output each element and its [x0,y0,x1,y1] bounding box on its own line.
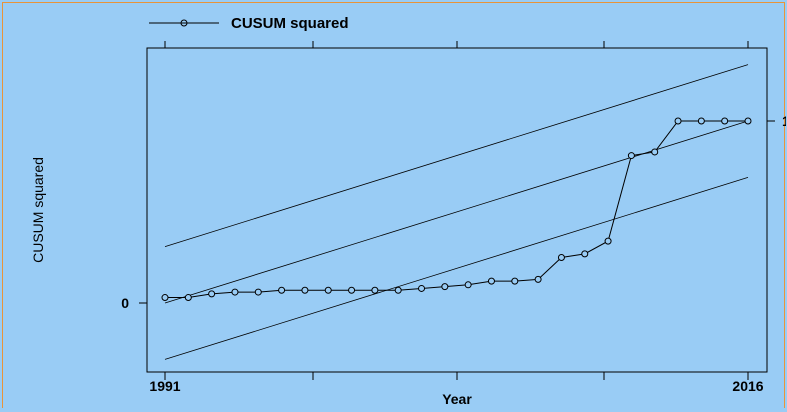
data-point [674,117,682,125]
data-point [254,288,262,296]
y-tick-label: 0 [121,295,129,311]
data-point [231,288,239,296]
series-cusum-squared [161,117,752,302]
data-point [208,290,216,298]
bound-line-lower [164,177,749,360]
data-point [721,117,729,125]
data-point [184,294,192,302]
data-point [744,117,752,125]
data-point [651,148,659,156]
data-point [394,286,402,294]
plot-area [146,47,768,373]
data-point [278,286,286,294]
data-point [604,237,612,245]
legend-marker [180,19,188,27]
data-point [627,152,635,160]
data-point [418,284,426,292]
data-point [487,277,495,285]
data-point [441,283,449,291]
series-line [165,120,748,299]
data-point [348,286,356,294]
y-axis-label: CUSUM squared [30,157,46,263]
x-axis-label: Year [442,391,472,407]
data-point [697,117,705,125]
bound-line-upper [164,64,749,247]
data-point [557,254,565,261]
x-tick-label: 2016 [732,378,763,394]
x-tick-label: 1991 [149,378,180,394]
data-point [301,286,309,294]
data-point [581,250,589,258]
cusum-chart: CUSUM squared CUSUM squared Year 1991 201… [30,15,786,407]
significance-bounds [164,64,749,360]
data-point [511,277,519,285]
y-tick-label: 1 [782,113,786,129]
data-point [371,286,379,294]
axis-ticks: 1991 2016 0 1 [121,41,786,394]
data-point [464,281,472,289]
data-point [534,275,542,283]
legend: CUSUM squared [149,15,349,32]
legend-label: CUSUM squared [231,15,349,32]
bound-line-center [164,120,749,304]
data-point [161,294,169,302]
data-point [324,286,332,294]
